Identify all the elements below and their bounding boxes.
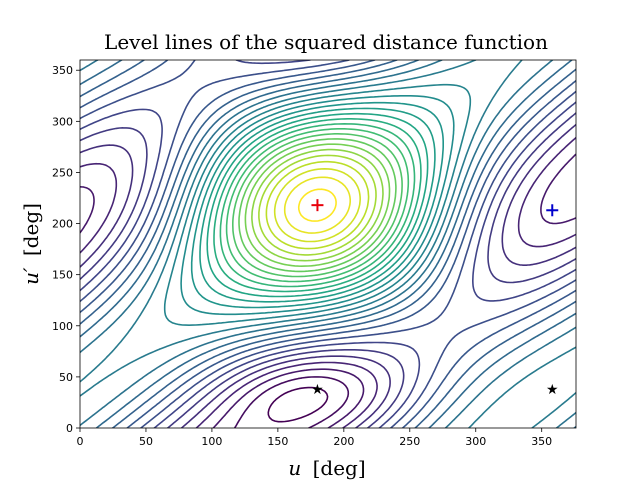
contour-level-16 — [199, 107, 436, 303]
x-tick-label: 100 — [201, 435, 222, 448]
contour-level-17 — [206, 112, 429, 298]
x-tick-label: 150 — [267, 435, 288, 448]
contour-level-24 — [251, 148, 384, 262]
x-tick-label: 200 — [333, 435, 354, 448]
contour-level-1 — [233, 376, 350, 428]
y-tick-label: 0 — [66, 422, 73, 435]
contour-level-27 — [273, 168, 361, 243]
contour-level-21 — [232, 133, 403, 278]
y-tick-label: 50 — [59, 371, 73, 384]
y-tick-label: 300 — [52, 115, 73, 128]
marker-star-1: ★ — [311, 382, 324, 398]
contour-level-15 — [190, 101, 444, 309]
contour-level-11 — [80, 60, 576, 428]
x-tick-label: 250 — [399, 435, 420, 448]
y-axis-label: u′ [deg] — [19, 203, 43, 285]
contour-level-5 — [80, 112, 576, 428]
contour-level-0 — [267, 386, 329, 423]
contour-level-23 — [244, 143, 391, 267]
contour-level-28 — [283, 176, 351, 234]
x-tick-label: 350 — [531, 435, 552, 448]
y-axis: 0 50 100 150 200 250 300 350 — [52, 64, 80, 435]
contour-plot — [80, 60, 576, 428]
contour-level-12 — [80, 60, 576, 428]
contour-level-3 — [80, 136, 576, 428]
y-axis-var: u′ — [19, 267, 43, 285]
markers-layer: ★ ★ — [311, 199, 559, 398]
y-tick-label: 100 — [52, 320, 73, 333]
chart-title: Level lines of the squared distance func… — [104, 30, 548, 54]
contour-level-19 — [219, 123, 416, 288]
x-axis-var: u — [288, 456, 301, 480]
contour-level-18 — [213, 118, 422, 293]
contour-level-25 — [258, 154, 377, 256]
contour-level-10 — [80, 60, 576, 428]
y-tick-label: 250 — [52, 166, 73, 179]
contour-level-14 — [180, 95, 455, 316]
x-tick-label: 50 — [139, 435, 153, 448]
contour-level-2 — [80, 153, 576, 428]
contour-level-6 — [80, 60, 576, 428]
contour-level-22 — [238, 138, 397, 273]
contour-level-8 — [80, 60, 576, 428]
x-axis-label: u [deg] — [288, 456, 365, 480]
y-tick-label: 350 — [52, 64, 73, 77]
marker-star-2: ★ — [546, 382, 559, 398]
y-axis-unit: [deg] — [19, 203, 43, 256]
y-tick-label: 150 — [52, 269, 73, 282]
y-tick-label: 200 — [52, 218, 73, 231]
contour-level-7 — [80, 60, 576, 428]
marker-plus-blue — [546, 204, 559, 217]
x-tick-label: 0 — [77, 435, 84, 448]
plot-frame — [79, 59, 577, 429]
x-axis-unit: [deg] — [313, 456, 366, 480]
contour-level-26 — [265, 160, 370, 250]
x-tick-label: 300 — [465, 435, 486, 448]
contour-level-29 — [297, 188, 337, 222]
contour-level-20 — [225, 128, 410, 283]
marker-plus-red — [311, 199, 324, 212]
x-axis: 0 50 100 150 200 250 300 350 — [77, 428, 552, 448]
contour-level-13 — [163, 83, 472, 326]
